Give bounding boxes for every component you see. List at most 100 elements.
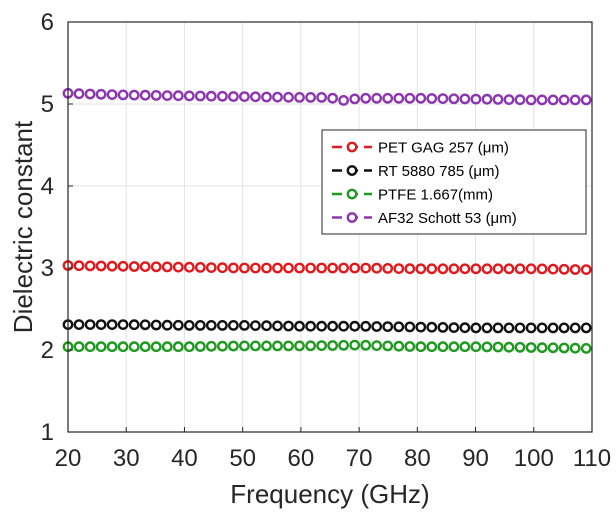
data-point xyxy=(194,319,206,331)
data-point xyxy=(514,322,526,334)
data-point xyxy=(536,94,548,106)
y-axis-label: Dielectric constant xyxy=(8,120,38,333)
data-point xyxy=(470,341,482,353)
data-point xyxy=(183,90,195,102)
plot-frame xyxy=(67,21,593,433)
data-point xyxy=(371,321,383,332)
data-point xyxy=(448,341,460,353)
data-point xyxy=(426,263,438,275)
data-point xyxy=(547,322,559,334)
data-point xyxy=(95,341,107,353)
data-point xyxy=(382,262,394,274)
y-tick-label: 1 xyxy=(41,419,54,446)
data-point xyxy=(194,341,206,352)
data-point xyxy=(459,93,471,105)
axis-ticks: 20 30 40 50 60 70 80 90 100 110 1 2 3 4 5 6 xyxy=(41,9,611,472)
data-point xyxy=(84,319,96,330)
data-series xyxy=(62,87,592,354)
data-point xyxy=(448,263,460,275)
data-point xyxy=(316,340,327,351)
data-point xyxy=(437,341,449,353)
data-point xyxy=(249,91,261,103)
legend-label: AF32 Schott 53 (μm) xyxy=(378,210,517,227)
data-point xyxy=(437,263,449,275)
data-point xyxy=(305,320,316,332)
data-point xyxy=(106,260,118,272)
data-point xyxy=(161,90,173,102)
legend-label: PTFE 1.667(mm) xyxy=(378,187,493,204)
data-point xyxy=(272,320,283,332)
y-tick-label: 6 xyxy=(41,9,54,36)
data-point xyxy=(404,263,416,275)
data-point xyxy=(338,95,349,106)
data-point xyxy=(338,339,349,351)
data-point xyxy=(316,262,327,274)
data-point xyxy=(514,341,526,353)
data-point xyxy=(327,262,338,274)
data-point xyxy=(272,262,283,274)
data-point xyxy=(360,92,372,104)
data-point xyxy=(558,263,570,275)
legend-label: PET GAG 257 (μm) xyxy=(378,140,509,157)
data-point xyxy=(305,92,316,103)
data-point xyxy=(73,341,85,353)
data-point xyxy=(371,340,383,351)
data-point xyxy=(459,322,471,334)
data-point xyxy=(128,261,140,272)
data-point xyxy=(183,261,195,273)
data-point xyxy=(459,341,471,353)
data-point xyxy=(503,263,515,275)
data-point xyxy=(106,319,118,330)
data-point xyxy=(194,90,206,102)
data-point xyxy=(569,342,581,354)
data-point xyxy=(382,321,394,332)
data-point xyxy=(481,263,493,275)
data-point xyxy=(161,319,173,331)
data-point xyxy=(349,93,361,105)
data-point xyxy=(261,91,272,103)
data-point xyxy=(316,92,327,103)
y-tick-label: 5 xyxy=(41,91,54,118)
data-point xyxy=(294,320,305,332)
data-point xyxy=(547,263,559,275)
data-point xyxy=(547,94,559,106)
x-tick-label: 100 xyxy=(514,445,554,472)
data-point xyxy=(525,263,537,275)
data-point xyxy=(172,319,184,331)
series-3 xyxy=(62,87,592,106)
data-point xyxy=(117,89,129,101)
data-point xyxy=(283,262,294,274)
data-point xyxy=(95,88,107,100)
data-point xyxy=(569,264,581,275)
data-point xyxy=(415,263,427,275)
data-point xyxy=(437,93,449,105)
data-point xyxy=(393,321,405,333)
y-tick-label: 3 xyxy=(41,255,54,282)
data-point xyxy=(84,260,96,272)
data-point xyxy=(283,340,294,352)
data-point xyxy=(294,92,305,103)
data-point xyxy=(492,94,504,105)
data-point xyxy=(481,93,493,105)
legend-marker xyxy=(346,212,358,223)
legend-marker xyxy=(346,141,358,153)
data-point xyxy=(459,263,471,275)
data-point xyxy=(128,319,140,331)
data-point xyxy=(415,341,427,353)
data-point xyxy=(283,320,294,332)
data-point xyxy=(106,341,118,353)
data-point xyxy=(382,92,394,104)
data-point xyxy=(150,261,162,273)
data-point xyxy=(161,341,173,353)
data-point xyxy=(106,89,118,101)
x-tick-label: 70 xyxy=(346,445,373,472)
data-point xyxy=(216,340,228,352)
data-point xyxy=(327,92,338,104)
data-point xyxy=(272,340,283,352)
data-point xyxy=(525,342,537,353)
data-point xyxy=(117,319,129,330)
data-point xyxy=(536,342,548,354)
data-point xyxy=(503,341,515,353)
data-point xyxy=(216,90,228,102)
data-point xyxy=(172,90,184,102)
